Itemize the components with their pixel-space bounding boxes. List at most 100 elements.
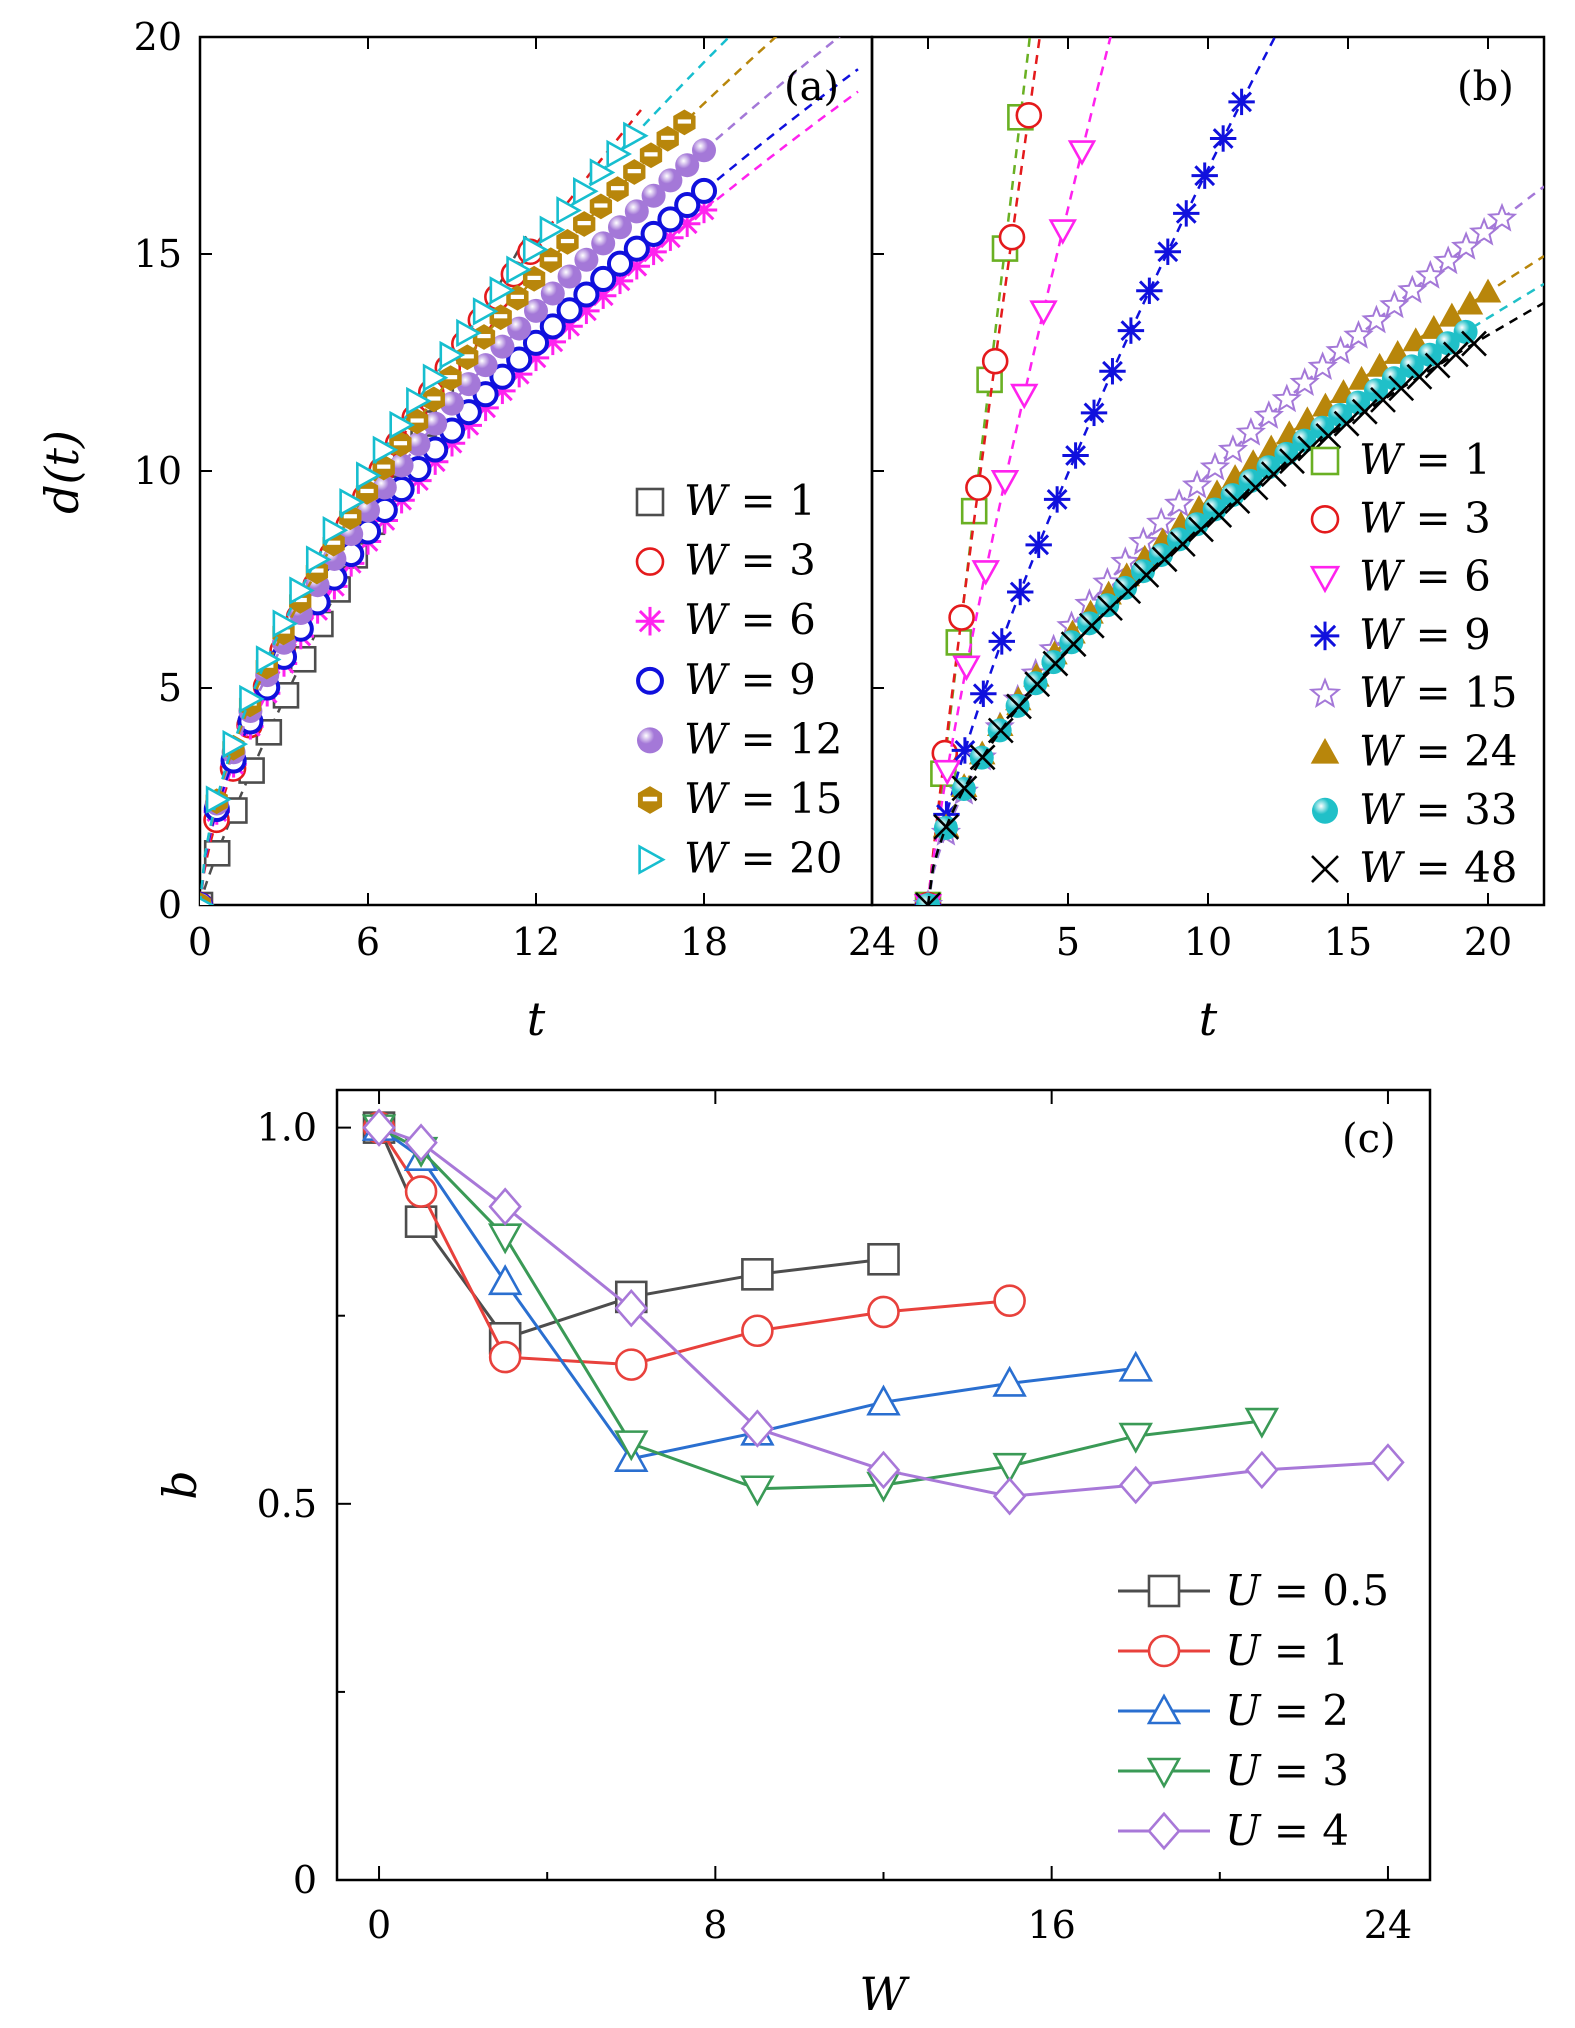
legend-label: W = 15 — [684, 774, 843, 823]
x-tick-label: 0 — [188, 920, 212, 964]
legend-entry: W = 9 — [1310, 610, 1491, 659]
legend-label: U = 1 — [1225, 1626, 1349, 1675]
data-point — [640, 220, 667, 247]
x-tick-label: 16 — [1027, 1903, 1075, 1947]
data-point — [1024, 671, 1051, 698]
data-point — [1242, 474, 1269, 501]
data-point — [456, 372, 481, 397]
data-point — [741, 1314, 774, 1348]
data-point — [507, 316, 532, 341]
data-point — [1119, 1465, 1153, 1505]
legend: W = 1W = 3W = 6W = 9W = 15W = 24W = 33W … — [1308, 435, 1518, 892]
legend-entry: W = 6 — [635, 595, 816, 644]
data-point — [573, 211, 596, 237]
series-W-9 — [914, 37, 1277, 905]
data-point — [606, 250, 634, 277]
legend-label: W = 24 — [1359, 727, 1518, 776]
legend-marker — [1147, 1811, 1181, 1851]
data-point — [1209, 125, 1237, 152]
data-point — [1245, 1450, 1279, 1490]
data-point — [948, 604, 975, 631]
legend-entry: W = 1 — [635, 476, 816, 525]
plot-area — [361, 1108, 1405, 1516]
legend-label: W = 3 — [684, 536, 816, 585]
data-point — [1224, 488, 1251, 515]
legend-marker — [635, 606, 665, 636]
data-point — [356, 498, 380, 523]
data-point — [1406, 363, 1433, 390]
legend-entry: U = 0.5 — [1118, 1566, 1389, 1615]
data-point — [1206, 502, 1233, 528]
series-line — [378, 1126, 1136, 1461]
legend: W = 1W = 3W = 6W = 9W = 12W = 15W = 20 — [635, 476, 843, 883]
data-point — [1333, 410, 1360, 437]
legend-marker — [635, 487, 665, 517]
data-point — [506, 255, 532, 284]
legend-entry: W = 1 — [1310, 435, 1491, 484]
data-point — [1388, 375, 1415, 402]
data-point — [1417, 342, 1442, 367]
panel-a-ylabel: d(t) — [35, 430, 89, 514]
data-point — [740, 1409, 775, 1448]
legend-var: W — [684, 595, 731, 644]
legend-val: = 6 — [727, 595, 816, 644]
data-point — [623, 121, 649, 151]
legend-val: = 4 — [1260, 1806, 1349, 1855]
legend-label: W = 15 — [1359, 668, 1518, 717]
data-point — [372, 475, 397, 500]
data-point — [362, 1108, 396, 1147]
legend-var: W — [1359, 785, 1406, 834]
data-point — [1235, 417, 1266, 446]
data-point — [614, 1348, 648, 1381]
legend-var: W — [1359, 727, 1406, 776]
legend-entry: W = 12 — [637, 714, 843, 763]
legend-entry: W = 20 — [638, 834, 843, 883]
legend-marker — [1308, 677, 1342, 709]
legend: U = 0.5U = 1U = 2U = 3U = 4 — [1118, 1566, 1389, 1855]
data-point — [524, 298, 548, 323]
legend-var: U — [1225, 1746, 1262, 1795]
data-point — [506, 346, 533, 373]
data-point — [981, 347, 1009, 375]
data-point — [472, 324, 496, 350]
legend-label: U = 2 — [1225, 1686, 1349, 1735]
legend-val: = 33 — [1402, 785, 1517, 834]
legend-val: = 1 — [727, 476, 816, 525]
data-point — [641, 183, 666, 208]
x-tick-label: 0 — [367, 1903, 391, 1947]
data-point — [1461, 330, 1487, 357]
series-line — [378, 1126, 1389, 1498]
data-point — [573, 177, 599, 206]
legend-var: W — [1359, 668, 1406, 717]
series-W-1 — [914, 37, 1034, 905]
data-point — [539, 313, 566, 340]
axis-ticks: 0 5 10 15 20 — [872, 36, 1512, 964]
legend-marker — [1309, 565, 1341, 594]
legend-entry: U = 4 — [1118, 1806, 1349, 1855]
fit-curve — [926, 37, 1277, 905]
x-tick-label: 0 — [916, 920, 940, 964]
x-tick-label: 15 — [1324, 920, 1372, 964]
plot-area — [912, 37, 1544, 905]
data-point — [971, 560, 1000, 586]
panel-c-xlabel: W — [859, 1967, 910, 2021]
legend-var: U — [1225, 1686, 1262, 1735]
data-point — [573, 281, 600, 308]
data-point — [1438, 302, 1466, 327]
legend-label: U = 0.5 — [1225, 1566, 1389, 1615]
data-point — [589, 158, 616, 187]
data-point — [656, 125, 679, 152]
data-point — [606, 139, 632, 169]
data-point — [1048, 219, 1077, 245]
data-point — [1169, 531, 1196, 558]
data-point — [992, 1452, 1027, 1484]
data-point — [1456, 290, 1484, 315]
legend-marker — [1310, 446, 1340, 476]
data-point — [1099, 358, 1126, 385]
data-point — [951, 775, 978, 802]
data-point — [658, 168, 683, 193]
data-point — [389, 453, 414, 478]
data-point — [423, 411, 448, 436]
legend-marker — [1310, 737, 1340, 764]
